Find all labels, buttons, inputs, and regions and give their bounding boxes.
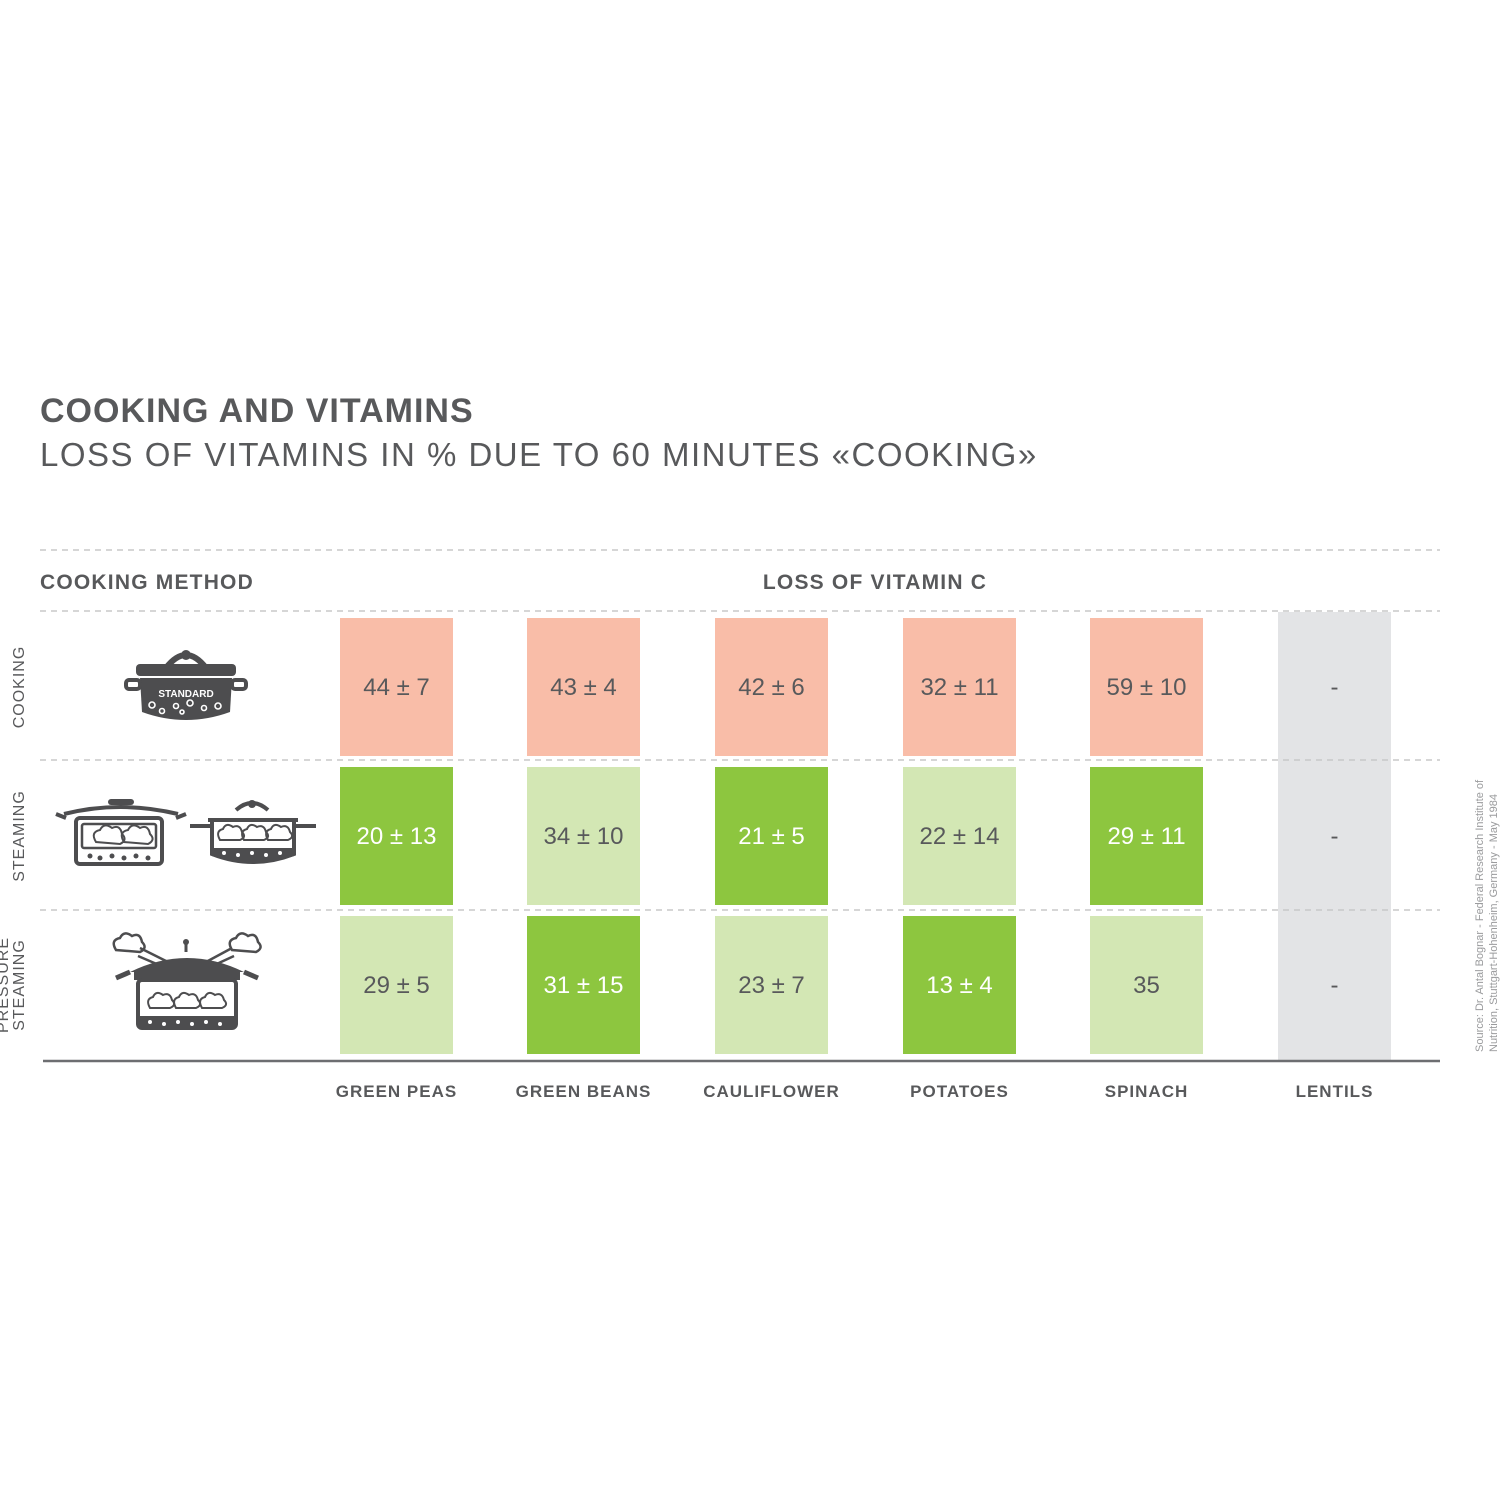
standard-badge: STANDARD — [158, 689, 213, 700]
cooking-method-header: COOKING METHOD — [40, 571, 254, 594]
grid-lines — [40, 549, 1440, 1063]
source-note: Source: Dr. Antal Bognar - Federal Resea… — [1474, 779, 1500, 1052]
table-cells: 44 ± 7 43 ± 4 42 ± 6 32 ± 11 59 ± 10 - 20 ± 13… — [340, 618, 1339, 1054]
row-label-pressure-steaming-2: STEAMING — [11, 939, 28, 1031]
cooking-potatoes-value: 32 ± 11 — [920, 674, 998, 701]
lentils-column-background — [1278, 612, 1391, 1060]
pressure-steaming-spinach-value: 35 — [1133, 972, 1160, 999]
steaming-lentils-value: - — [1331, 823, 1339, 850]
steamer-pots-icon — [55, 799, 316, 866]
pressure-steaming-green-peas-value: 29 ± 5 — [363, 972, 430, 999]
pressure-steaming-cauliflower-cell — [715, 916, 828, 1054]
standard-pot-icon: STANDARD — [124, 650, 248, 720]
steaming-spinach-value: 29 ± 11 — [1107, 823, 1185, 850]
cooking-lentils-value: - — [1331, 674, 1339, 701]
source-line-1: Source: Dr. Antal Bognar - Federal Resea… — [1474, 779, 1486, 1052]
steaming-green-beans-cell — [527, 767, 640, 905]
pressure-steaming-cauliflower-value: 23 ± 7 — [738, 972, 805, 999]
column-label-green-beans: GREEN BEANS — [516, 1082, 652, 1101]
pressure-steaming-spinach-cell — [1090, 916, 1203, 1054]
steaming-green-peas-cell — [340, 767, 453, 905]
cooking-spinach-cell — [1090, 618, 1203, 756]
column-label-spinach: SPINACH — [1105, 1082, 1189, 1101]
pressure-steaming-lentils-value: - — [1331, 972, 1339, 999]
column-labels: GREEN PEAS GREEN BEANS CAULIFLOWER POTATOES… — [336, 1082, 1374, 1101]
row-label-cooking: COOKING — [11, 646, 28, 729]
cooking-potatoes-cell — [903, 618, 1016, 756]
loss-vitamin-c-header: LOSS OF VITAMIN C — [763, 571, 987, 594]
steaming-cauliflower-value: 21 ± 5 — [738, 823, 805, 850]
steaming-potatoes-cell — [903, 767, 1016, 905]
cooking-spinach-value: 59 ± 10 — [1107, 674, 1187, 701]
pressure-steaming-green-peas-cell — [340, 916, 453, 1054]
steaming-potatoes-value: 22 ± 14 — [920, 823, 1000, 850]
pressure-steaming-green-beans-value: 31 ± 15 — [544, 972, 624, 999]
steaming-green-peas-value: 20 ± 13 — [357, 823, 437, 850]
source-line-2: Nutrition, Stuttgart-Hohenheim, Germany … — [1488, 794, 1500, 1052]
steaming-green-beans-value: 34 ± 10 — [544, 823, 624, 850]
cooking-green-beans-value: 43 ± 4 — [550, 674, 617, 701]
row-label-steaming: STEAMING — [11, 790, 28, 882]
steaming-cauliflower-cell — [715, 767, 828, 905]
cooking-green-peas-cell — [340, 618, 453, 756]
row-label-pressure-steaming-1: PRESSURE — [0, 937, 12, 1033]
cooking-cauliflower-value: 42 ± 6 — [738, 674, 805, 701]
chart-title: COOKING AND VITAMINS — [40, 392, 474, 430]
column-label-lentils: LENTILS — [1296, 1082, 1374, 1101]
cooking-green-peas-value: 44 ± 7 — [363, 674, 430, 701]
pressure-steaming-potatoes-cell — [903, 916, 1016, 1054]
cooking-green-beans-cell — [527, 618, 640, 756]
pressure-cooker-icon — [112, 932, 262, 1030]
steaming-spinach-cell — [1090, 767, 1203, 905]
column-label-green-peas: GREEN PEAS — [336, 1082, 457, 1101]
cooking-cauliflower-cell — [715, 618, 828, 756]
pressure-steaming-green-beans-cell — [527, 916, 640, 1054]
pressure-steaming-potatoes-value: 13 ± 4 — [926, 972, 993, 999]
column-label-cauliflower: CAULIFLOWER — [703, 1082, 840, 1101]
column-label-potatoes: POTATOES — [910, 1082, 1009, 1101]
chart-subtitle: LOSS OF VITAMINS IN % DUE TO 60 MINUTES … — [40, 436, 1038, 473]
